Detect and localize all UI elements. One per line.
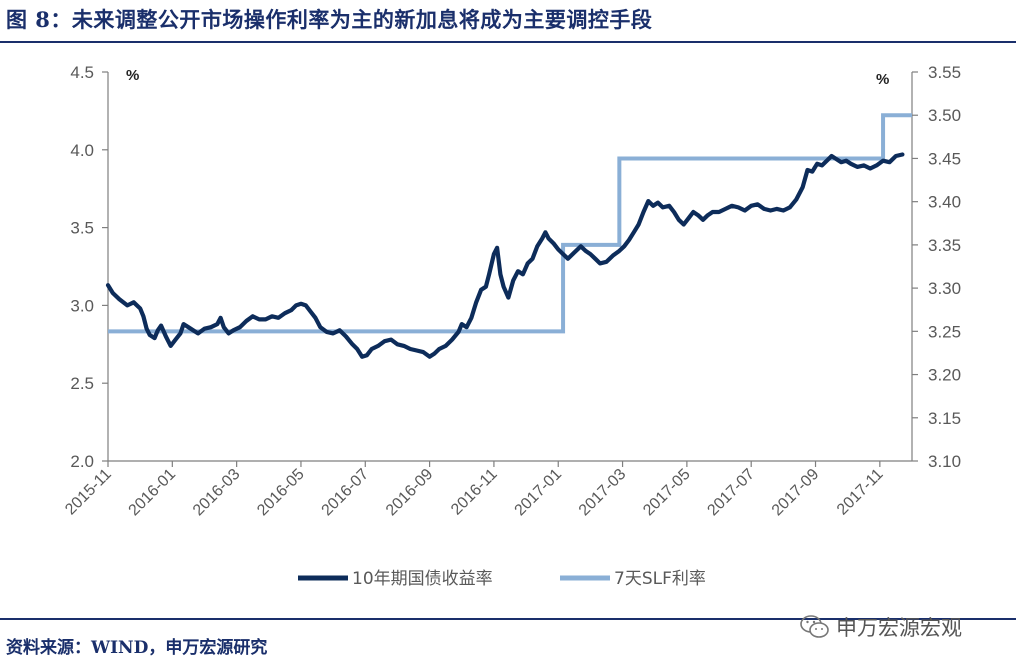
x-tick-label: 2016-11 bbox=[448, 466, 501, 519]
left-tick-label: 2.0 bbox=[70, 452, 94, 471]
x-tick-label: 2016-03 bbox=[190, 466, 244, 520]
right-tick-label: 3.15 bbox=[928, 409, 961, 428]
left-axis-unit: % bbox=[126, 67, 139, 84]
legend-label-7d-slf: 7天SLF利率 bbox=[614, 569, 706, 589]
x-tick-label: 2017-03 bbox=[576, 466, 630, 520]
right-tick-label: 3.20 bbox=[928, 366, 961, 385]
x-tick-label: 2017-11 bbox=[834, 466, 887, 519]
x-tick-label: 2016-09 bbox=[383, 466, 437, 520]
right-tick-label: 3.35 bbox=[928, 236, 961, 255]
series-line-7d-slf bbox=[108, 113, 912, 334]
line-chart: 2.02.53.03.54.04.5 3.103.153.203.253.303… bbox=[62, 63, 961, 589]
legend-label-10y-yield: 10年期国债收益率 bbox=[352, 569, 493, 589]
title-underline bbox=[0, 41, 1016, 43]
series-layer bbox=[105, 113, 912, 359]
x-tick-label: 2016-05 bbox=[254, 466, 308, 520]
right-axis-unit: % bbox=[876, 71, 889, 88]
right-tick-label: 3.50 bbox=[928, 106, 961, 125]
wechat-icon bbox=[800, 615, 829, 638]
right-tick-label: 3.30 bbox=[928, 279, 961, 298]
x-tick-label: 2016-07 bbox=[319, 466, 373, 520]
chart-title: 图 8：未来调整公开市场操作利率为主的新加息将成为主要调控手段 bbox=[6, 7, 653, 32]
x-tick-label: 2015-11 bbox=[62, 466, 115, 519]
left-tick-label: 2.5 bbox=[70, 374, 94, 393]
source-note: 资料来源：WIND，申万宏源研究 bbox=[6, 638, 268, 658]
watermark: 申万宏源宏观 bbox=[800, 612, 962, 642]
x-tick-label: 2017-05 bbox=[640, 466, 694, 520]
left-tick-label: 3.5 bbox=[70, 219, 94, 238]
x-tick-label: 2017-07 bbox=[704, 466, 758, 520]
x-tick-label: 2017-09 bbox=[769, 466, 823, 520]
right-tick-label: 3.25 bbox=[928, 322, 961, 341]
x-tick-label: 2017-01 bbox=[512, 466, 566, 520]
left-axis-ticks: 2.0 2.5 3.0 3.5 4.0 4.5 bbox=[70, 63, 108, 471]
left-tick-label: 4.0 bbox=[70, 141, 94, 160]
right-tick-label: 3.10 bbox=[928, 452, 961, 471]
right-axis-ticks: 3.10 3.15 3.20 3.25 3.30 3.35 3.40 3.45 3.50 3.55 bbox=[912, 63, 961, 471]
left-tick-label: 4.5 bbox=[70, 63, 94, 82]
series-line-10y-yield bbox=[105, 152, 905, 359]
right-tick-label: 3.40 bbox=[928, 193, 961, 212]
watermark-text: 申万宏源宏观 bbox=[836, 616, 962, 640]
footer-rule bbox=[0, 618, 1016, 620]
x-tick-label: 2016-01 bbox=[126, 466, 180, 520]
right-tick-label: 3.45 bbox=[928, 149, 961, 168]
right-tick-label: 3.55 bbox=[928, 63, 961, 82]
x-axis-ticks: 2015-11 2016-01 2016-03 2016-05 2016-07 2016-… bbox=[62, 461, 887, 519]
left-tick-label: 3.0 bbox=[70, 296, 94, 315]
legend: 10年期国债收益率 7天SLF利率 bbox=[298, 569, 706, 589]
